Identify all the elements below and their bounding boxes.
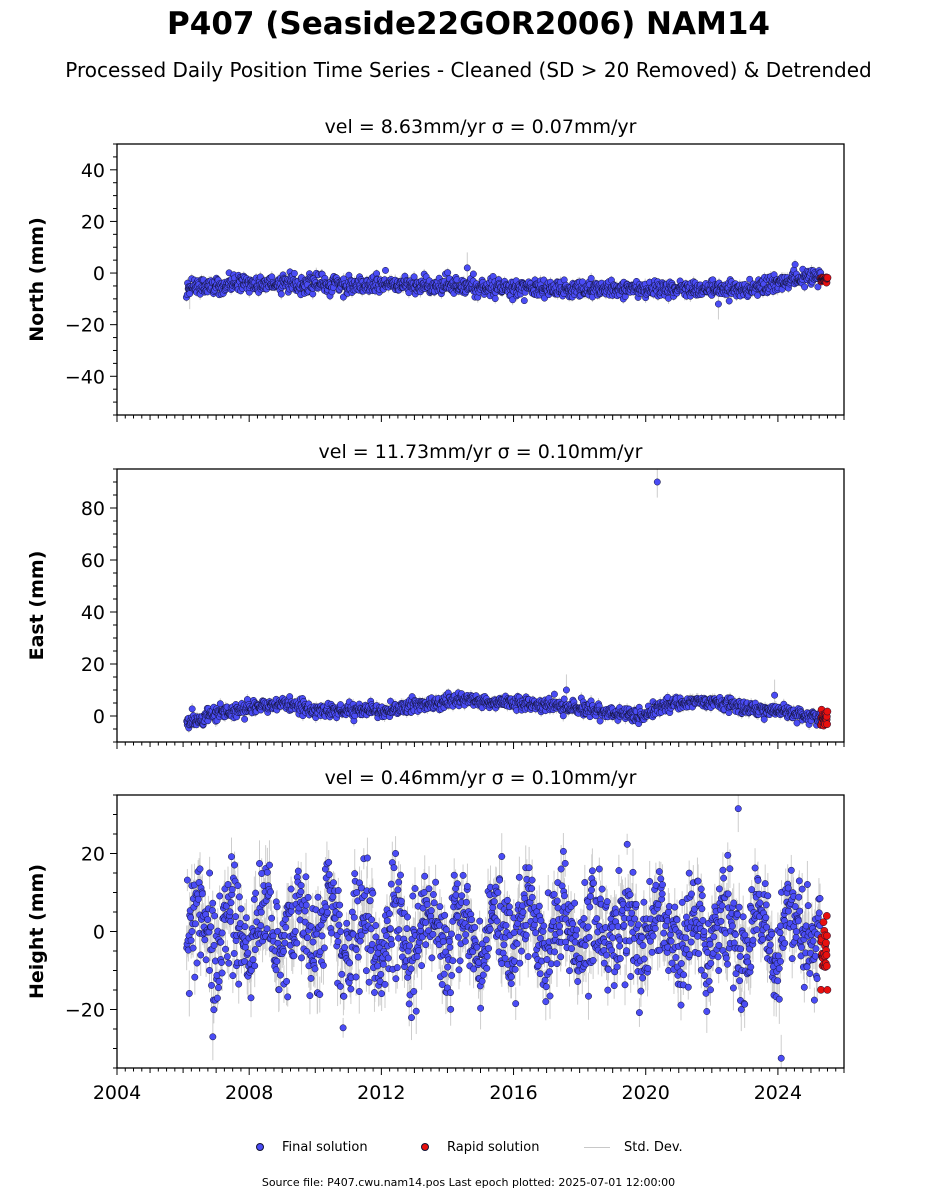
final-point: [216, 700, 224, 708]
final-solution-points-0: [182, 261, 825, 308]
final-point: [801, 283, 809, 291]
final-point: [587, 274, 595, 282]
time-series-figure: −40 −20 0 20 40 vel = 8.63mm/yr σ = 0.07mm/yr…: [26, 116, 845, 1104]
final-point-outlier: [714, 300, 722, 308]
final-point: [520, 297, 528, 305]
final-solution-points-1: [183, 478, 824, 732]
final-point: [814, 283, 822, 291]
y-tick-label: 20: [81, 211, 105, 233]
y-tick-label: 40: [81, 160, 105, 182]
final-point: [382, 266, 389, 274]
panel-data-1: [183, 469, 832, 733]
rapid-point: [823, 273, 832, 282]
final-point: [746, 275, 754, 283]
rapid-solution-points-0: [817, 273, 832, 287]
final-point-outlier: [186, 290, 194, 298]
final-point: [469, 270, 477, 278]
y-tick-label: −20: [65, 315, 105, 337]
chart-subtitle: Processed Daily Position Time Series - C…: [65, 58, 872, 82]
y-tick-label: −40: [65, 366, 105, 388]
std-dev-bars-1: [186, 469, 822, 733]
final-point: [309, 290, 317, 298]
final-point: [444, 269, 452, 277]
final-point-outlier: [463, 264, 471, 272]
final-point: [188, 705, 196, 713]
final-point: [410, 273, 418, 281]
panel-0: −40 −20 0 20 40 vel = 8.63mm/yr σ = 0.07mm/yr…: [26, 116, 845, 422]
panel-data-0: [182, 252, 832, 320]
final-point: [290, 269, 298, 277]
final-point: [241, 715, 249, 723]
chart-title: P407 (Seaside22GOR2006) NAM14: [167, 6, 770, 42]
final-point: [791, 261, 799, 268]
final-point: [277, 290, 285, 298]
final-point: [491, 295, 499, 303]
final-point: [725, 297, 733, 305]
y-tick-label: 0: [93, 263, 105, 285]
panel-title-0: vel = 8.63mm/yr σ = 0.07mm/yr: [325, 116, 637, 138]
y-axis-label-0: North (mm): [26, 217, 48, 342]
